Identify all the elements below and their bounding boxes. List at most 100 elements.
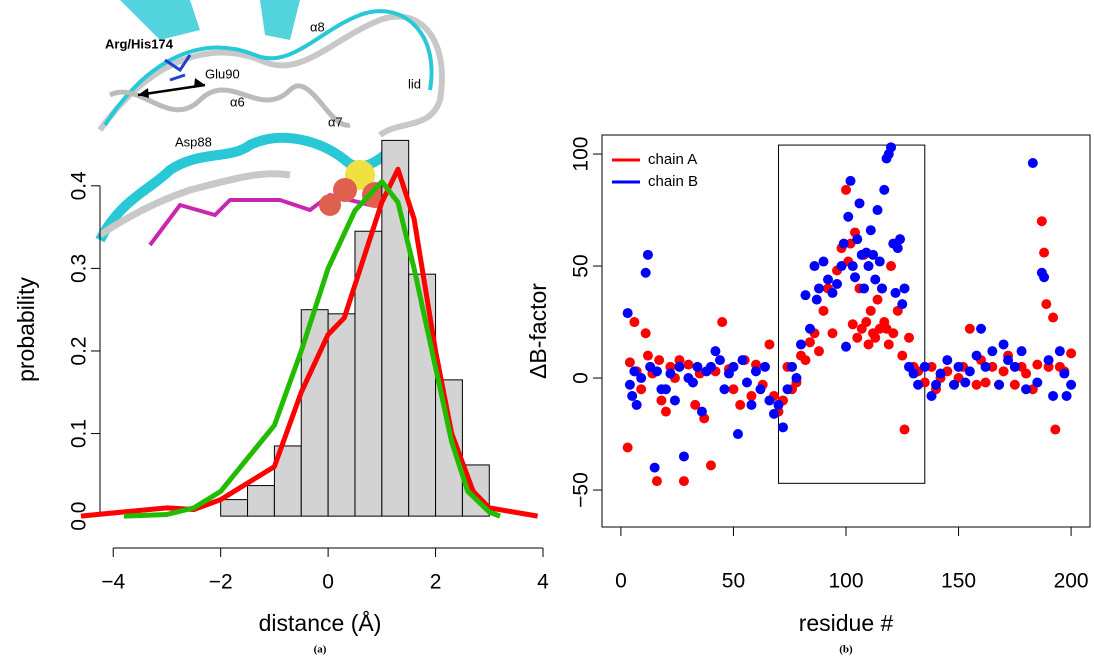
panel-label: (a) — [314, 644, 327, 656]
point — [629, 317, 640, 328]
point — [998, 339, 1009, 350]
y-tick-label: 0.2 — [68, 336, 91, 365]
point — [899, 283, 910, 294]
point — [710, 346, 721, 357]
x-tick-label: 150 — [941, 570, 976, 593]
point — [1066, 348, 1077, 359]
point — [964, 366, 975, 377]
ribbon — [108, 83, 351, 128]
point — [854, 198, 865, 209]
point — [964, 323, 975, 334]
point — [870, 274, 881, 285]
point — [656, 395, 667, 406]
point — [674, 361, 685, 372]
point — [660, 384, 671, 395]
annotation: α7 — [328, 114, 343, 129]
point — [865, 305, 876, 316]
point — [1048, 390, 1059, 401]
point — [838, 238, 849, 249]
y-tick-label: −50 — [570, 472, 593, 508]
point — [768, 408, 779, 419]
point — [895, 234, 906, 245]
point — [886, 142, 897, 153]
point — [847, 261, 858, 272]
bar — [220, 499, 249, 517]
point — [728, 384, 739, 395]
y-axis-title: ΔB-factor — [525, 283, 551, 379]
point — [1021, 368, 1032, 379]
legend-label: chain A — [648, 151, 697, 168]
point — [640, 328, 651, 339]
point — [863, 339, 874, 350]
point — [1050, 424, 1061, 435]
point — [728, 361, 739, 372]
point — [642, 350, 653, 361]
point — [669, 395, 680, 406]
point — [800, 355, 811, 366]
point — [719, 384, 730, 395]
point — [1066, 379, 1077, 390]
highlight-box — [777, 144, 926, 484]
bar — [381, 139, 410, 517]
point — [994, 379, 1005, 390]
point — [629, 366, 640, 377]
panel-label: (b) — [839, 644, 853, 656]
point — [890, 287, 901, 298]
point — [627, 390, 638, 401]
point — [642, 249, 653, 260]
x-tick-label: 0 — [322, 571, 334, 594]
point — [953, 361, 964, 372]
point — [971, 350, 982, 361]
point — [1021, 384, 1032, 395]
point — [705, 361, 716, 372]
annotation: α6 — [230, 94, 245, 109]
point — [660, 406, 671, 417]
point — [827, 287, 838, 298]
annotation: α8 — [310, 19, 325, 34]
helix — [260, 0, 300, 40]
point — [1036, 216, 1047, 227]
point — [879, 184, 890, 195]
point — [870, 332, 881, 343]
point — [980, 377, 991, 388]
point — [843, 211, 854, 222]
annotation: Asp88 — [175, 134, 212, 149]
bar — [327, 313, 356, 517]
point — [813, 283, 824, 294]
point — [1003, 355, 1014, 366]
point — [897, 350, 908, 361]
point — [791, 373, 802, 384]
helix — [120, 0, 200, 40]
point — [847, 319, 858, 330]
sidechain — [164, 54, 192, 82]
point — [777, 422, 788, 433]
point — [687, 377, 698, 388]
annotation: lid — [408, 76, 421, 91]
point — [654, 355, 665, 366]
point — [818, 305, 829, 316]
point — [735, 399, 746, 410]
y-axis-title: probability — [13, 277, 39, 382]
point — [1043, 355, 1054, 366]
point — [1061, 390, 1072, 401]
point — [841, 341, 851, 352]
point — [845, 175, 856, 186]
point — [904, 332, 915, 343]
point — [811, 294, 822, 305]
legend-label: chain B — [648, 173, 698, 190]
x-axis-title: distance (Å) — [259, 609, 382, 636]
point — [976, 323, 987, 334]
y-tick-label: 0 — [570, 372, 593, 384]
y-tick-label: 0.3 — [68, 254, 91, 283]
point — [764, 339, 775, 350]
point — [622, 308, 633, 319]
point — [1054, 346, 1065, 357]
point — [1048, 312, 1059, 323]
point — [773, 399, 784, 410]
point — [1027, 158, 1038, 168]
point — [683, 359, 694, 370]
point — [1039, 272, 1050, 283]
point — [678, 476, 689, 487]
density-curve — [123, 179, 501, 519]
